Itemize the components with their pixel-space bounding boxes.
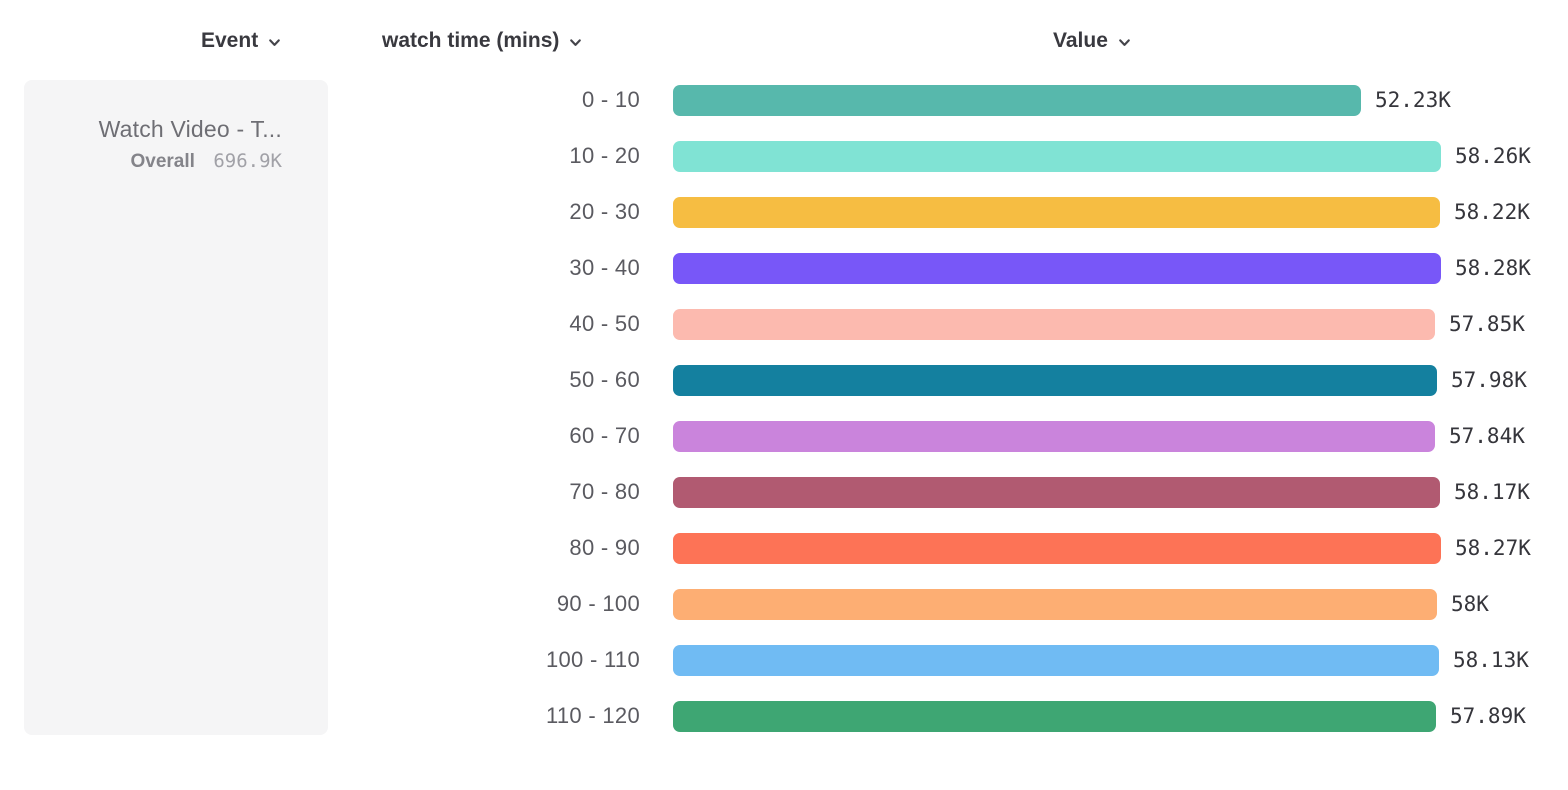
category-label: 40 - 50 [569, 311, 640, 336]
value-label: 58.28K [1455, 256, 1531, 280]
bar-segment[interactable] [673, 476, 1440, 508]
value-label: 57.98K [1451, 368, 1527, 392]
overall-label: Overall [130, 151, 195, 172]
value-label: 58.26K [1455, 144, 1531, 168]
category-label: 90 - 100 [556, 591, 640, 616]
chevron-down-icon [1117, 35, 1132, 50]
chart-row: 100 - 110 58.13K [530, 632, 1529, 688]
bar-track: 58.22K [673, 196, 1530, 228]
bar-track: 57.89K [673, 700, 1526, 732]
breakdown-column-header[interactable]: watch time (mins) [378, 27, 587, 55]
event-column-header[interactable]: Event [197, 27, 286, 55]
category-label: 100 - 110 [545, 647, 640, 672]
chevron-down-icon [267, 35, 282, 50]
value-label: 57.84K [1449, 424, 1525, 448]
chart-row: 40 - 50 57.85K [530, 296, 1525, 352]
value-column-label: Value [1053, 29, 1108, 52]
category-label: 110 - 120 [545, 703, 640, 728]
bar-segment[interactable] [673, 700, 1436, 732]
chart-row: 0 - 10 52.23K [530, 72, 1451, 128]
bar-track: 57.84K [673, 420, 1525, 452]
bar-track: 52.23K [673, 84, 1451, 116]
bar-segment[interactable] [673, 140, 1441, 172]
chart-row: 60 - 70 57.84K [530, 408, 1525, 464]
bar-track: 58.27K [673, 532, 1531, 564]
value-label: 57.89K [1450, 704, 1526, 728]
bar-segment[interactable] [673, 588, 1437, 620]
bar-segment[interactable] [673, 420, 1435, 452]
chart-row: 80 - 90 58.27K [530, 520, 1531, 576]
value-label: 58.27K [1455, 536, 1531, 560]
chart-row: 90 - 100 58K [530, 576, 1489, 632]
bar-segment[interactable] [673, 252, 1441, 284]
bar-segment[interactable] [673, 196, 1440, 228]
chevron-down-icon [568, 35, 583, 50]
category-label: 0 - 10 [581, 87, 640, 112]
category-label: 80 - 90 [569, 535, 640, 560]
chart-row: 30 - 40 58.28K [530, 240, 1531, 296]
event-column-label: Event [201, 29, 259, 52]
value-column-header[interactable]: Value [1049, 27, 1136, 55]
chart-row: 20 - 30 58.22K [530, 184, 1530, 240]
category-label: 10 - 20 [569, 143, 640, 168]
event-name: Watch Video - T... [98, 116, 282, 142]
chart-row: 50 - 60 57.98K [530, 352, 1527, 408]
horizontal-bar-chart: 0 - 10 52.23K 10 - 20 58.26K 20 - 30 58.22K 30… [530, 72, 1531, 744]
value-label: 58.17K [1454, 480, 1530, 504]
bar-track: 58.17K [673, 476, 1530, 508]
bar-segment[interactable] [673, 644, 1439, 676]
category-label: 50 - 60 [569, 367, 640, 392]
value-label: 57.85K [1449, 312, 1525, 336]
value-label: 52.23K [1375, 88, 1451, 112]
category-label: 20 - 30 [569, 199, 640, 224]
event-card[interactable]: Watch Video - T... Overall 696.9K [24, 80, 328, 735]
overall-value: 696.9K [213, 150, 282, 172]
value-label: 58.22K [1454, 200, 1530, 224]
chart-row: 10 - 20 58.26K [530, 128, 1531, 184]
bar-track: 58.26K [673, 140, 1531, 172]
event-overall-row: Overall 696.9K [24, 150, 282, 173]
bar-segment[interactable] [673, 532, 1441, 564]
bar-track: 58.13K [673, 644, 1529, 676]
chart-row: 70 - 80 58.17K [530, 464, 1530, 520]
bar-segment[interactable] [673, 364, 1437, 396]
value-label: 58.13K [1453, 648, 1529, 672]
bar-track: 58.28K [673, 252, 1531, 284]
value-label: 58K [1451, 592, 1489, 616]
bar-track: 57.98K [673, 364, 1527, 396]
chart-row: 110 - 120 57.89K [530, 688, 1526, 744]
breakdown-column-label: watch time (mins) [382, 29, 560, 52]
category-label: 70 - 80 [569, 479, 640, 504]
category-label: 30 - 40 [569, 255, 640, 280]
bar-track: 58K [673, 588, 1489, 620]
bar-segment[interactable] [673, 308, 1435, 340]
bar-track: 57.85K [673, 308, 1525, 340]
bar-segment[interactable] [673, 84, 1361, 116]
category-label: 60 - 70 [569, 423, 640, 448]
